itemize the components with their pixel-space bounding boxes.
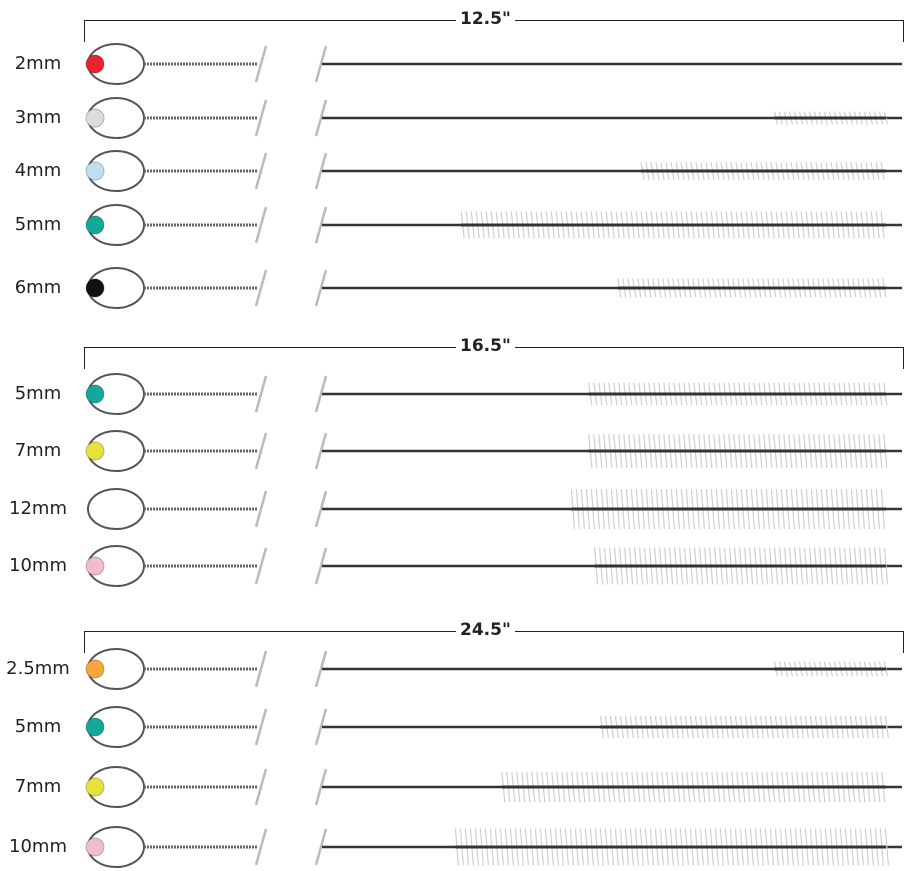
brush-row: 10mm — [0, 824, 906, 870]
break-mark — [314, 152, 328, 190]
size-label: 5mm — [14, 214, 62, 235]
bristles — [570, 488, 886, 530]
size-label: 10mm — [9, 836, 67, 857]
brush-row: 2.5mm — [0, 646, 906, 692]
brush-row: 7mm — [0, 428, 906, 474]
color-bead — [85, 215, 105, 235]
break-mark — [314, 490, 328, 528]
brush-illustration — [85, 545, 902, 587]
size-label: 12mm — [9, 498, 67, 519]
brush-illustration — [85, 97, 902, 139]
brush-row: 5mm — [0, 704, 906, 750]
bristles — [501, 771, 886, 803]
length-bracket: 12.5" — [84, 9, 904, 42]
color-bead — [85, 777, 105, 797]
break-mark — [254, 432, 268, 470]
bristles — [617, 278, 887, 298]
brush-row: 6mm — [0, 265, 906, 311]
length-label: 12.5" — [456, 9, 515, 29]
break-mark — [254, 99, 268, 137]
brush-row: 12mm — [0, 486, 906, 532]
break-mark — [254, 490, 268, 528]
color-bead — [85, 837, 105, 857]
bristles — [599, 715, 889, 739]
brush-illustration — [85, 373, 902, 415]
break-mark — [314, 547, 328, 585]
brush-row: 5mm — [0, 202, 906, 248]
brush-illustration — [85, 430, 902, 472]
break-mark — [254, 547, 268, 585]
break-mark — [254, 152, 268, 190]
color-bead — [85, 278, 105, 298]
brush-illustration — [85, 766, 902, 808]
brush-illustration — [85, 267, 902, 309]
brush-illustration — [85, 826, 902, 868]
size-label: 2.5mm — [6, 658, 70, 679]
bristles — [460, 211, 886, 239]
break-mark — [314, 432, 328, 470]
size-label: 5mm — [14, 716, 62, 737]
break-mark — [254, 375, 268, 413]
break-mark — [314, 375, 328, 413]
brush-illustration — [85, 150, 902, 192]
break-mark — [314, 828, 328, 866]
size-label: 7mm — [14, 776, 62, 797]
length-label: 16.5" — [456, 336, 515, 356]
brush-row: 3mm — [0, 95, 906, 141]
size-label: 5mm — [14, 383, 62, 404]
size-label: 6mm — [14, 277, 62, 298]
color-bead — [85, 556, 105, 576]
bristles — [588, 382, 888, 406]
brush-row: 4mm — [0, 148, 906, 194]
brush-row: 7mm — [0, 764, 906, 810]
bristles — [773, 661, 888, 677]
color-bead — [85, 659, 105, 679]
break-mark — [254, 269, 268, 307]
length-bracket: 16.5" — [84, 336, 904, 369]
length-bracket: 24.5" — [84, 620, 904, 653]
break-mark — [314, 206, 328, 244]
size-label: 7mm — [14, 440, 62, 461]
color-bead — [85, 161, 105, 181]
brush-row: 10mm — [0, 543, 906, 589]
color-bead — [85, 108, 105, 128]
brush-illustration — [85, 43, 902, 85]
brush-row: 5mm — [0, 371, 906, 417]
bristles — [594, 547, 889, 585]
break-mark — [314, 708, 328, 746]
loop-handle — [87, 488, 145, 530]
length-label: 24.5" — [456, 620, 515, 640]
brush-illustration — [85, 204, 902, 246]
bristles — [773, 111, 888, 125]
brush-row: 2mm — [0, 41, 906, 87]
size-label: 4mm — [14, 160, 62, 181]
color-bead — [85, 717, 105, 737]
size-label: 10mm — [9, 555, 67, 576]
brush-illustration — [85, 648, 902, 690]
break-mark — [314, 45, 328, 83]
brush-illustration — [85, 706, 902, 748]
break-mark — [254, 650, 268, 688]
brush-illustration — [87, 488, 902, 530]
break-mark — [314, 768, 328, 806]
color-bead — [85, 54, 105, 74]
break-mark — [314, 269, 328, 307]
bristles — [454, 828, 889, 866]
break-mark — [254, 708, 268, 746]
break-mark — [254, 45, 268, 83]
break-mark — [254, 768, 268, 806]
break-mark — [254, 206, 268, 244]
size-label: 2mm — [14, 53, 62, 74]
color-bead — [85, 384, 105, 404]
break-mark — [254, 828, 268, 866]
color-bead — [85, 441, 105, 461]
size-label: 3mm — [14, 107, 62, 128]
bristles — [640, 162, 886, 180]
bristles — [588, 434, 888, 468]
break-mark — [314, 650, 328, 688]
break-mark — [314, 99, 328, 137]
